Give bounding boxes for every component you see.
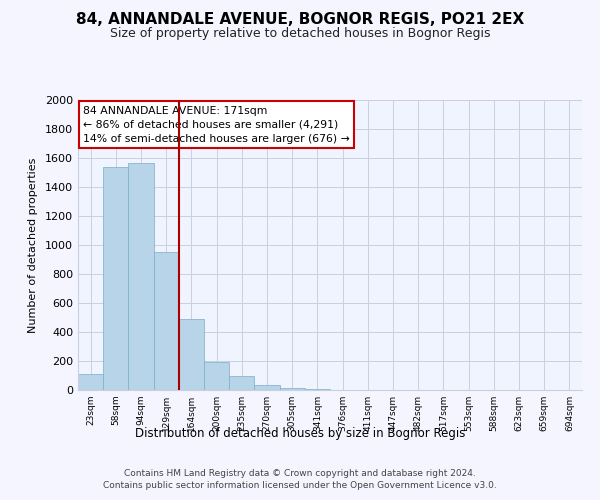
Text: 84, ANNANDALE AVENUE, BOGNOR REGIS, PO21 2EX: 84, ANNANDALE AVENUE, BOGNOR REGIS, PO21… [76, 12, 524, 28]
Bar [154, 252, 179, 390]
Bar [78, 374, 103, 390]
Text: Distribution of detached houses by size in Bognor Regis: Distribution of detached houses by size … [135, 428, 465, 440]
Text: Contains HM Land Registry data © Crown copyright and database right 2024.
Contai: Contains HM Land Registry data © Crown c… [103, 469, 497, 490]
Text: 84 ANNANDALE AVENUE: 171sqm
← 86% of detached houses are smaller (4,291)
14% of : 84 ANNANDALE AVENUE: 171sqm ← 86% of det… [83, 106, 350, 144]
Bar [179, 320, 204, 390]
Bar [254, 384, 280, 390]
Bar [229, 376, 254, 390]
Bar [128, 163, 154, 390]
Bar [280, 388, 305, 390]
Y-axis label: Number of detached properties: Number of detached properties [28, 158, 38, 332]
Bar [103, 166, 128, 390]
Bar [204, 362, 229, 390]
Text: Size of property relative to detached houses in Bognor Regis: Size of property relative to detached ho… [110, 28, 490, 40]
